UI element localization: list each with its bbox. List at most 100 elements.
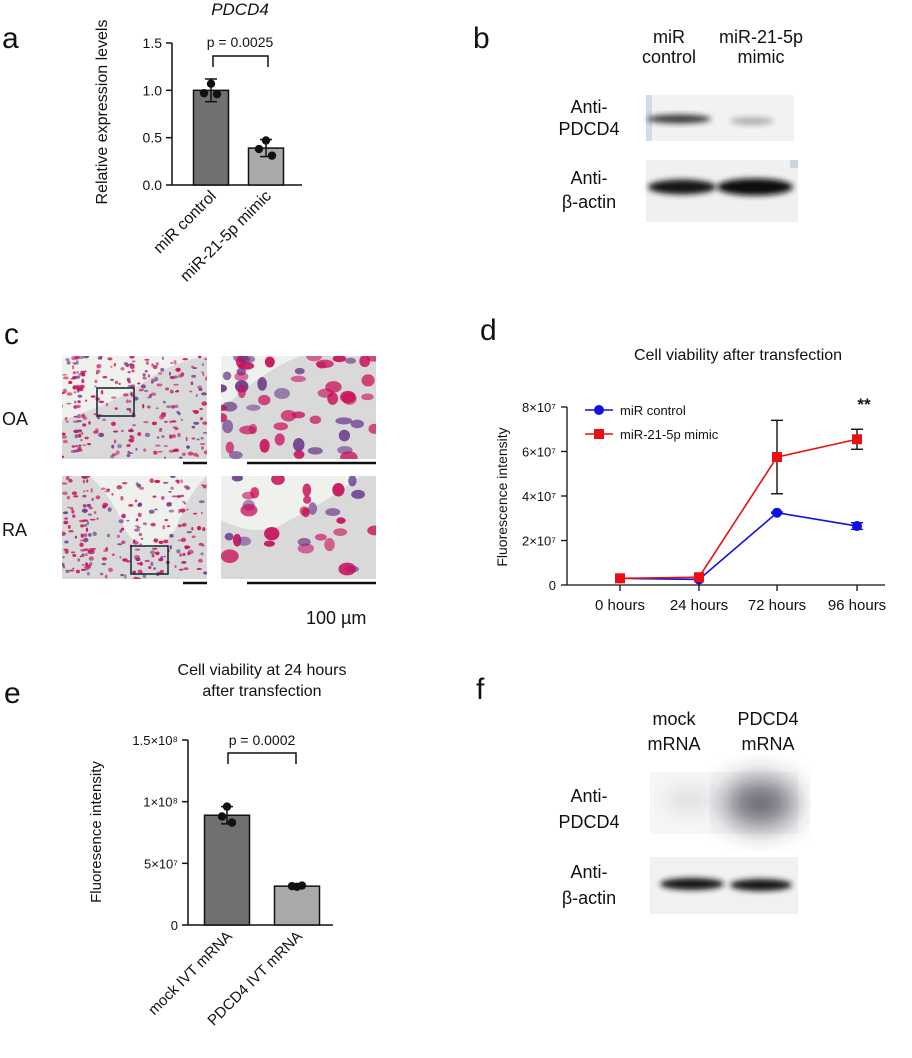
histology-ra-low-cell <box>142 522 148 526</box>
histology-ra-low-cell <box>179 553 183 557</box>
histology-ra-low-cell <box>197 526 202 531</box>
histology-oa-low-cell <box>71 365 75 370</box>
histology-ra-low-cell <box>89 518 96 521</box>
chart-a-data-point <box>212 89 222 99</box>
histology-ra-low-cell <box>102 502 109 508</box>
histology-oa-low-cell <box>62 432 66 436</box>
histology-ra-low-cell <box>72 553 77 557</box>
histology-ra-low-cell <box>136 518 139 522</box>
histology-oa-low-cell <box>200 437 204 440</box>
blot-f-col2-line2: mRNA <box>742 734 795 754</box>
histology-oa-low-cell <box>105 402 108 407</box>
histology-ra-low-cell <box>148 566 152 569</box>
histology-oa-high-cell <box>222 419 234 434</box>
histology-ra-low-cell <box>169 533 174 538</box>
blot-f-band-pdcd4-mock <box>664 786 716 814</box>
histology-ra-low-cell <box>134 554 140 560</box>
histology-ra-low-cell <box>151 554 155 558</box>
histology-ra-low-cell <box>158 540 164 545</box>
histology-ra-high-cell <box>263 540 276 547</box>
histology-oa-low-cell <box>196 454 199 458</box>
histology-ra-low-cell <box>150 522 156 527</box>
histology-oa-low-cell <box>155 444 161 447</box>
histology-oa-low-cell <box>130 384 136 389</box>
histology-ra-low-cell <box>196 568 202 570</box>
histology-ra-high-cell <box>302 483 312 497</box>
histology-oa-high-cell <box>274 388 290 399</box>
chart-a-pvalue: p = 0.0025 <box>207 34 274 50</box>
histology-oa-high-cell <box>221 413 228 423</box>
histology-oa-high-cell <box>239 356 256 364</box>
histology-oa-low-cell <box>70 378 75 380</box>
histology-ra-low-cell <box>180 479 183 484</box>
chart-a-bar <box>192 89 230 186</box>
histology-oa-high-cell <box>309 415 322 425</box>
histology-oa-low-cell <box>73 391 77 394</box>
histology-ra-low-cell <box>181 500 186 503</box>
histology-ra-low-cell <box>101 557 108 561</box>
histology-ra-low-cell <box>111 553 115 556</box>
histology-oa-low-cell <box>107 357 113 361</box>
histology-oa-low-cell <box>77 449 83 452</box>
histology-oa-low-cell <box>94 379 98 384</box>
histology-oa-low-cell <box>76 420 83 423</box>
histology-oa-high-cell <box>228 451 243 459</box>
histology-oa-low-cell <box>181 452 186 457</box>
histology-oa-high-cell <box>273 422 289 431</box>
chart-e-significance-bracket <box>227 752 297 764</box>
histology-oa-low-cell <box>128 363 135 366</box>
histology-oa-low-cell <box>76 371 80 374</box>
histology-oa-low-cell <box>173 383 179 386</box>
histology-oa-low-cell <box>75 375 81 379</box>
histology-oa-high-cell <box>239 425 257 435</box>
histology-oa-low-cell <box>81 378 85 384</box>
histology-ra-low-cell <box>148 509 155 514</box>
histology-oa-low-cell <box>137 382 141 385</box>
histology-oa-low-cell <box>201 371 204 373</box>
histology-ra-low-cell <box>71 509 75 514</box>
histology-ra-low-cell <box>100 487 106 491</box>
histology-oa-high-cell <box>317 388 334 398</box>
histology-ra-low-cell <box>62 562 65 567</box>
histology-ra-low-cell <box>105 547 109 551</box>
blot-f-col2-line1: PDCD4 <box>737 709 798 729</box>
histology-ra-low-cell <box>70 507 74 510</box>
histology-oa-low-cell <box>78 444 82 447</box>
histology-oa-low-cell <box>180 418 183 422</box>
histology-oa-high-cell <box>290 375 306 383</box>
histology-ra-low-cell <box>183 485 190 489</box>
histology-ra-low-cell <box>183 502 187 505</box>
blot-b-band-pdcd4-control <box>647 114 711 124</box>
histology-oa-low-cell <box>150 392 157 396</box>
histology-oa-high-cell <box>340 390 356 404</box>
histology-oa-low-cell <box>151 363 154 367</box>
histology-oa-low-cell <box>130 392 133 396</box>
blot-f-band-actin-pdcd4 <box>730 879 792 891</box>
histology-oa-low-cell <box>146 405 151 409</box>
histology-oa-low-cell <box>77 394 83 398</box>
histology-ra-low-cell <box>124 574 127 579</box>
blot-b-band-actin-mimic <box>717 178 793 196</box>
histology-ra-low-cell <box>198 500 205 504</box>
histology-ra-low-cell <box>128 504 134 507</box>
histology-ra-low-cell <box>149 550 156 555</box>
histology-oa-high-cell <box>307 447 323 455</box>
histology-oa-low-cell <box>110 378 115 382</box>
histology-oa-low-cell <box>128 400 132 403</box>
chart-d-marker-circle <box>772 507 782 518</box>
histology-oa-low-cell <box>74 444 79 448</box>
histology-oa-low-cell <box>157 450 163 453</box>
histology-oa-low-cell <box>174 427 179 430</box>
histology-oa-high-cell <box>257 377 267 391</box>
histology-oa-high-cell <box>332 356 347 363</box>
histology-ra-low-cell <box>86 520 90 526</box>
histology-ra-low-cell <box>68 478 73 483</box>
histology-oa-low-cell <box>68 380 73 385</box>
blot-f-band-actin-mock <box>660 878 724 890</box>
histology-ra-low-cell <box>117 543 123 546</box>
chart-d-xtick-label: 0 hours <box>595 597 645 614</box>
chart-d-xtick-label: 96 hours <box>828 597 886 614</box>
chart-d-legend-marker <box>594 429 604 439</box>
histology-ra-low-cell <box>73 495 79 498</box>
histology-oa-low-cell <box>73 405 78 409</box>
